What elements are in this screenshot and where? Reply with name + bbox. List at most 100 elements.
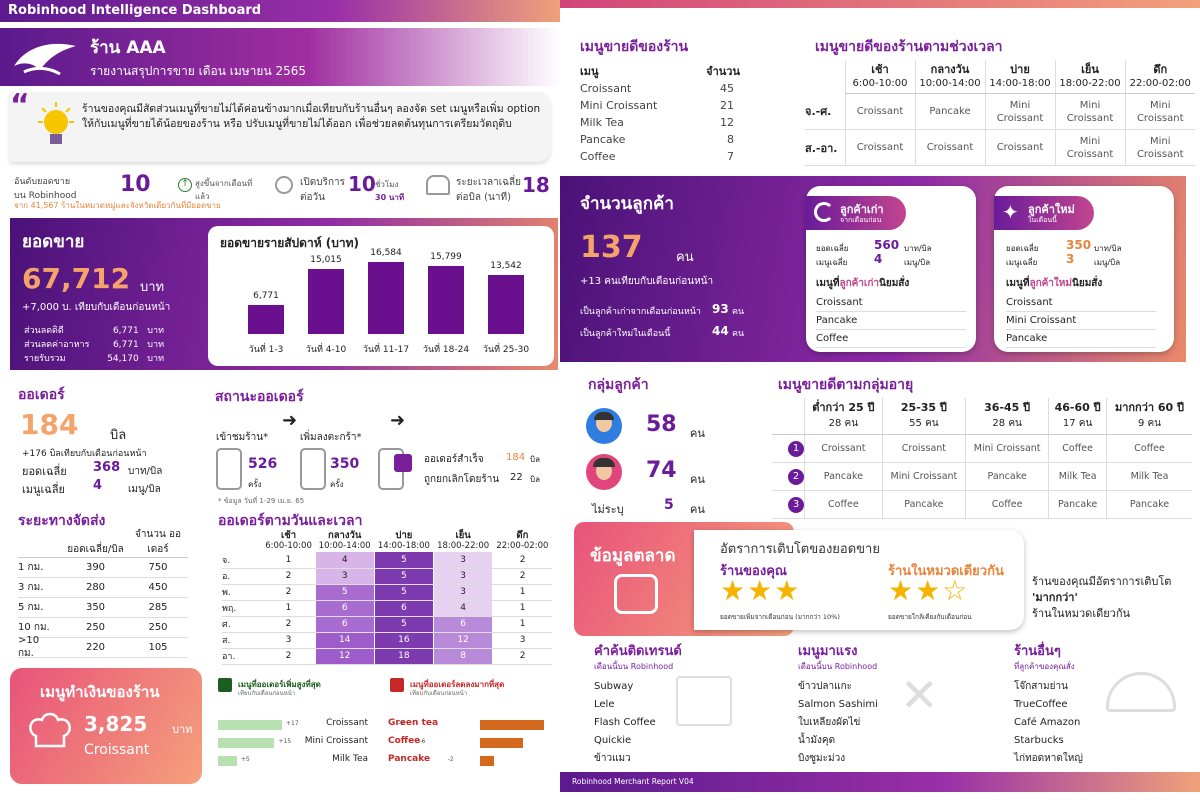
heatmap-cell: 8 <box>433 648 493 665</box>
hot-item: Salmon Sashimi <box>798 699 878 710</box>
best-menu-count: 45 <box>720 82 734 95</box>
best-menu-count: 21 <box>720 99 734 112</box>
heatmap-cell: 2 <box>492 648 552 665</box>
best-time-cell: Croissant <box>844 93 915 130</box>
heatmap-cell: 2 <box>261 616 316 633</box>
old-cust-item: Coffee <box>816 330 966 348</box>
distance: 5 กม. <box>18 602 44 613</box>
heatmap-cell: 3 <box>314 568 375 585</box>
rank-badge-icon: 2 <box>788 468 804 485</box>
age-col-header: 25-35 ปี 55 คน <box>881 398 966 435</box>
up-menu-bar <box>218 720 282 730</box>
order-count: 750 <box>148 562 168 573</box>
new-menu-unit: เมนู/บิล <box>1094 258 1121 267</box>
customers-card: จำนวนลูกค้า 137 คน +13 คนเทียบกับเดือนก่… <box>560 176 1186 362</box>
rank-cell: 2 <box>772 462 805 491</box>
old-cust-badge: ลูกค้าเก่า จากเดือนก่อน <box>806 196 906 230</box>
new-customer-card: ✦ ลูกค้าใหม่ ในเดือนนี้ ยอดเฉลี่ย 350 บา… <box>994 186 1174 352</box>
up-menu-delta: +17 <box>286 720 299 727</box>
age-group: 36-45 ปี <box>984 401 1031 414</box>
day-label: อ. <box>222 568 262 585</box>
success-value: 184 <box>506 452 526 463</box>
orders-menu-value: 4 <box>93 478 103 493</box>
rank-cell: 1 <box>772 434 805 463</box>
best-time-cell: Mini Croissant <box>1124 129 1195 166</box>
time-col-header: ดึก 22:00-02:00 <box>493 530 552 552</box>
chart-bar <box>368 262 404 334</box>
distance: 1 กม. <box>18 562 44 573</box>
success-label: ออเดอร์สำเร็จ <box>424 454 484 465</box>
chart-tick-label: วันที่ 18-24 <box>422 345 470 355</box>
age-menu-cell: Pancake <box>965 462 1049 491</box>
age-title: เมนูขายดีตามกลุ่มอายุ <box>778 377 914 393</box>
female-count: 74 <box>646 458 677 483</box>
time-col-header: เช้า 6:00-10:00 <box>844 60 915 94</box>
down-menu-name: Coffee <box>388 736 421 746</box>
report-subtitle: รายงานสรุปการขาย เดือน เมษายน 2565 <box>90 64 307 78</box>
success-unit: บิล <box>530 455 540 464</box>
status-note: * ข้อมูล วันที่ 1-29 เม.ย. 65 <box>218 497 305 505</box>
chart-bar <box>248 304 284 334</box>
yours-title: ร้านของคุณ <box>720 564 787 579</box>
top-accent-bar <box>560 0 1200 8</box>
wait-value: 18 <box>522 173 550 197</box>
heatmap-cell: 5 <box>314 584 375 601</box>
up-menu-name: Milk Tea <box>332 754 368 764</box>
hot-item: ใบเหลียงผัดไข่ <box>798 717 861 728</box>
down-menu-bar <box>480 720 544 730</box>
heatmap-cell: 4 <box>314 552 375 569</box>
best-menu-count: 12 <box>720 116 734 129</box>
clock-icon <box>275 176 293 194</box>
best-menu-row: Pancake 8 <box>580 131 740 148</box>
customers-unit: คน <box>676 250 694 265</box>
chef-hat-icon <box>29 712 71 748</box>
new-cust-item: Mini Croissant <box>1006 312 1156 330</box>
best-menu-count: 8 <box>727 133 734 146</box>
age-count: 9 คน <box>1137 418 1162 429</box>
best-menu-count: 7 <box>727 150 734 163</box>
delivery-row: 1 กม. 390 750 <box>18 558 188 578</box>
time-col-name: ดึก <box>1153 63 1168 76</box>
time-col-name: เช้า <box>281 530 297 541</box>
trend-item: Quickie <box>594 735 632 746</box>
corner-cell <box>222 530 262 552</box>
time-col-header: บ่าย 14:00-18:00 <box>374 530 433 552</box>
new-cust-label: เป็นลูกค้าใหม่ในเดือนนี้ <box>580 329 671 339</box>
new-avg-value: 350 <box>1066 238 1092 252</box>
female-unit: คน <box>690 473 705 486</box>
heatmap-cell: 5 <box>373 616 434 633</box>
age-menu-cell: Pancake <box>881 490 966 519</box>
age-menu-cell: Milk Tea <box>1106 462 1192 491</box>
age-menu-cell: Pancake <box>804 462 883 491</box>
best-time-title: เมนูขายดีของร้านตามช่วงเวลา <box>815 39 1003 55</box>
chart-bar <box>428 265 464 334</box>
age-menu-cell: Coffee <box>804 490 883 519</box>
chart-tick-label: วันที่ 25-30 <box>482 345 530 355</box>
new-menu-value: 3 <box>1066 252 1075 266</box>
up-menu-row: +15 Mini Croissant <box>218 734 368 752</box>
chart-data-label: 13,542 <box>490 261 522 272</box>
age-col-header: 46-60 ปี 17 คน <box>1048 398 1107 435</box>
heatmap-cell: 2 <box>261 648 316 665</box>
orders-unit: บิล <box>110 428 127 443</box>
chart-tick-label: วันที่ 1-3 <box>248 345 284 355</box>
rank-badge-icon: 1 <box>788 440 804 457</box>
others-item: Café Amazon <box>1014 717 1081 728</box>
down-menu-sub: เทียบกับเดือนก่อนหน้า <box>410 690 468 697</box>
time-col-header: เช้า 6:00-10:00 <box>262 530 315 552</box>
distance: 3 กม. <box>18 582 44 593</box>
weekly-chart-title: ยอดขายรายสัปดาห์ (บาท) <box>220 236 360 250</box>
old-cust-item: Pancake <box>816 312 966 330</box>
best-menu-name: Milk Tea <box>580 116 624 129</box>
time-col-header: กลางวัน 10:00-14:00 <box>914 60 985 94</box>
new-cust-sub: ในเดือนนี้ <box>1028 216 1057 224</box>
corner-cell <box>772 398 805 435</box>
up-menu-row: +5 Milk Tea <box>218 752 368 770</box>
sales-title: ยอดขาย <box>22 232 85 252</box>
day-label: พฤ. <box>222 600 262 617</box>
time-col-name: เย็น <box>455 530 471 541</box>
day-group-label: ส.-อา. <box>805 129 845 166</box>
chart-tick-label: วันที่ 4-10 <box>305 345 347 355</box>
best-menu-name: Coffee <box>580 150 616 163</box>
best-time-table: เช้า 6:00-10:00 กลางวัน 10:00-14:00 บ่าย 14:0… <box>805 60 1195 166</box>
